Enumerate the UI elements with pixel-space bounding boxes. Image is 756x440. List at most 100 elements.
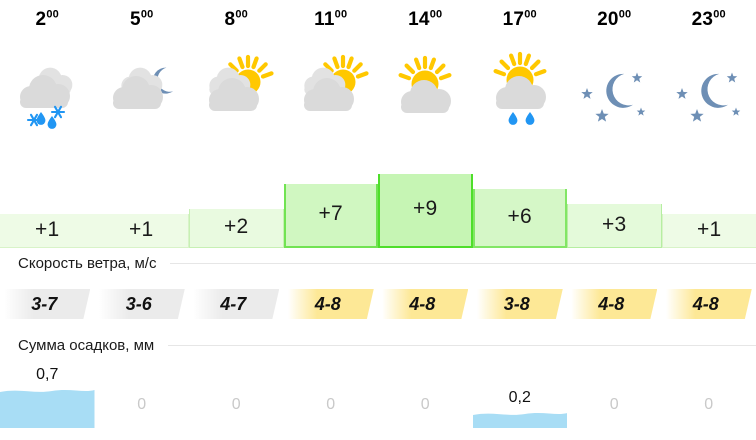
temperature-bar: +6 <box>472 189 567 248</box>
precipitation-cell: 0 <box>378 360 473 428</box>
temperature-value: +1 <box>128 217 154 241</box>
weather-icons-row <box>0 44 756 160</box>
temperature-value: +3 <box>601 212 627 236</box>
wind-section-label: Скорость ветра, м/с <box>18 254 171 272</box>
precipitation-chart: 0,7 0 0 0 0 0,2 0 0 <box>0 360 756 428</box>
temperature-value: +9 <box>412 197 438 220</box>
hour-minutes: 00 <box>334 8 348 21</box>
temperature-value: +1 <box>34 217 60 241</box>
wind-speed-badge: 4-8 <box>287 289 374 319</box>
wind-speed-value: 3-8 <box>503 293 530 314</box>
precipitation-cell: 0,7 <box>0 360 95 428</box>
precipitation-value: 0 <box>326 396 336 413</box>
wind-speed-cell: 4-7 <box>189 278 284 330</box>
precipitation-cell: 0 <box>189 360 284 428</box>
hour-minutes: 00 <box>429 8 443 21</box>
wind-speed-cell: 4-8 <box>662 278 756 330</box>
precipitation-value: 0,7 <box>36 366 59 383</box>
hour-label: 2000 <box>567 8 662 44</box>
hour-label: 1100 <box>284 8 379 44</box>
hour-value: 8 <box>224 9 236 30</box>
precipitation-value: 0 <box>137 396 147 413</box>
hour-label: 200 <box>0 8 95 44</box>
precipitation-section-label: Сумма осадков, мм <box>18 336 169 354</box>
wind-speed-cell: 3-7 <box>0 278 95 330</box>
wind-speed-badge: 4-7 <box>193 289 280 319</box>
precipitation-cell: 0 <box>567 360 662 428</box>
hour-minutes: 00 <box>46 8 59 21</box>
wind-speed-badge: 3-6 <box>98 289 185 319</box>
precipitation-value: 0 <box>609 396 619 413</box>
hour-label: 1400 <box>378 8 473 44</box>
precipitation-section-divider <box>168 344 756 346</box>
hour-label: 1700 <box>473 8 568 44</box>
hour-label: 2300 <box>662 8 756 44</box>
precipitation-value: 0 <box>231 396 241 413</box>
hour-label: 800 <box>189 8 284 44</box>
precipitation-value: 0,2 <box>508 388 531 406</box>
wind-speed-value: 3-6 <box>125 293 152 314</box>
wind-speed-badge: 4-8 <box>571 289 658 319</box>
precipitation-value: 0 <box>704 396 714 413</box>
wind-speed-value: 4-7 <box>220 293 247 314</box>
temperature-value: +1 <box>696 217 722 241</box>
precipitation-cell: 0 <box>284 360 379 428</box>
wind-speed-cell: 4-8 <box>378 278 473 330</box>
hour-minutes: 00 <box>618 8 632 21</box>
temperature-bar: +1 <box>0 214 95 248</box>
precipitation-cell: 0 <box>662 360 756 428</box>
sun-behind-cloud-icon <box>378 44 473 160</box>
hours-header-row: 200 500 800 1100 1400 1700 2000 2300 <box>0 0 756 44</box>
hour-value: 14 <box>408 9 430 30</box>
wind-speed-badge: 4-8 <box>382 289 469 319</box>
wind-speed-value: 4-8 <box>598 293 625 314</box>
hour-minutes: 00 <box>140 8 154 21</box>
wind-speed-cell: 3-6 <box>95 278 190 330</box>
wind-speed-cell: 3-8 <box>473 278 568 330</box>
wind-speed-value: 3-7 <box>31 293 58 314</box>
wind-speed-badge: 4-8 <box>665 289 752 319</box>
temperature-bar: +9 <box>378 174 473 248</box>
hour-minutes: 00 <box>235 8 248 21</box>
hour-minutes: 00 <box>713 8 726 21</box>
temperature-value: +2 <box>223 215 249 238</box>
wind-speed-cell: 4-8 <box>284 278 379 330</box>
temperature-value: +6 <box>507 204 533 228</box>
precipitation-bar <box>0 388 95 428</box>
temperature-bar: +1 <box>661 214 756 248</box>
hour-value: 20 <box>597 9 619 30</box>
temperature-bar: +7 <box>283 184 378 248</box>
clear-night-icon <box>567 44 662 160</box>
wind-speed-value: 4-8 <box>692 293 719 314</box>
temperature-value: +7 <box>318 202 344 225</box>
wind-speed-badge: 3-7 <box>4 289 91 319</box>
temperature-chart: +1 +1 +2 +7 +9 +6 +3 +1 <box>0 170 756 248</box>
hour-label: 500 <box>95 8 190 44</box>
precipitation-cell: 0 <box>95 360 190 428</box>
partly-cloudy-day-icon <box>189 44 284 160</box>
precipitation-bar <box>472 411 567 428</box>
cloudy-sleet-icon <box>0 44 95 160</box>
wind-speed-value: 4-8 <box>409 293 436 314</box>
wind-speed-row: 3-7 3-6 4-7 4-8 4-8 3-8 4-8 4-8 <box>0 278 756 330</box>
clear-night-icon <box>662 44 756 160</box>
sun-cloud-rain-icon <box>473 44 568 160</box>
hour-value: 5 <box>130 9 141 30</box>
partly-cloudy-day-icon <box>284 44 379 160</box>
wind-speed-cell: 4-8 <box>567 278 662 330</box>
hour-value: 17 <box>502 9 525 30</box>
precipitation-cell: 0,2 <box>472 360 567 428</box>
temperature-bar: +2 <box>189 209 284 248</box>
wind-section-divider <box>170 262 756 264</box>
hour-value: 2 <box>35 9 47 30</box>
wind-speed-value: 4-8 <box>314 293 341 314</box>
hour-value: 23 <box>691 9 714 30</box>
wind-speed-badge: 3-8 <box>476 289 563 319</box>
hour-value: 11 <box>314 9 335 30</box>
temperature-bar: +1 <box>94 214 189 248</box>
hour-minutes: 00 <box>524 8 537 21</box>
cloudy-night-icon <box>95 44 190 160</box>
precipitation-value: 0 <box>420 396 430 413</box>
precipitation-section-header: Сумма осадков, мм <box>0 330 756 360</box>
